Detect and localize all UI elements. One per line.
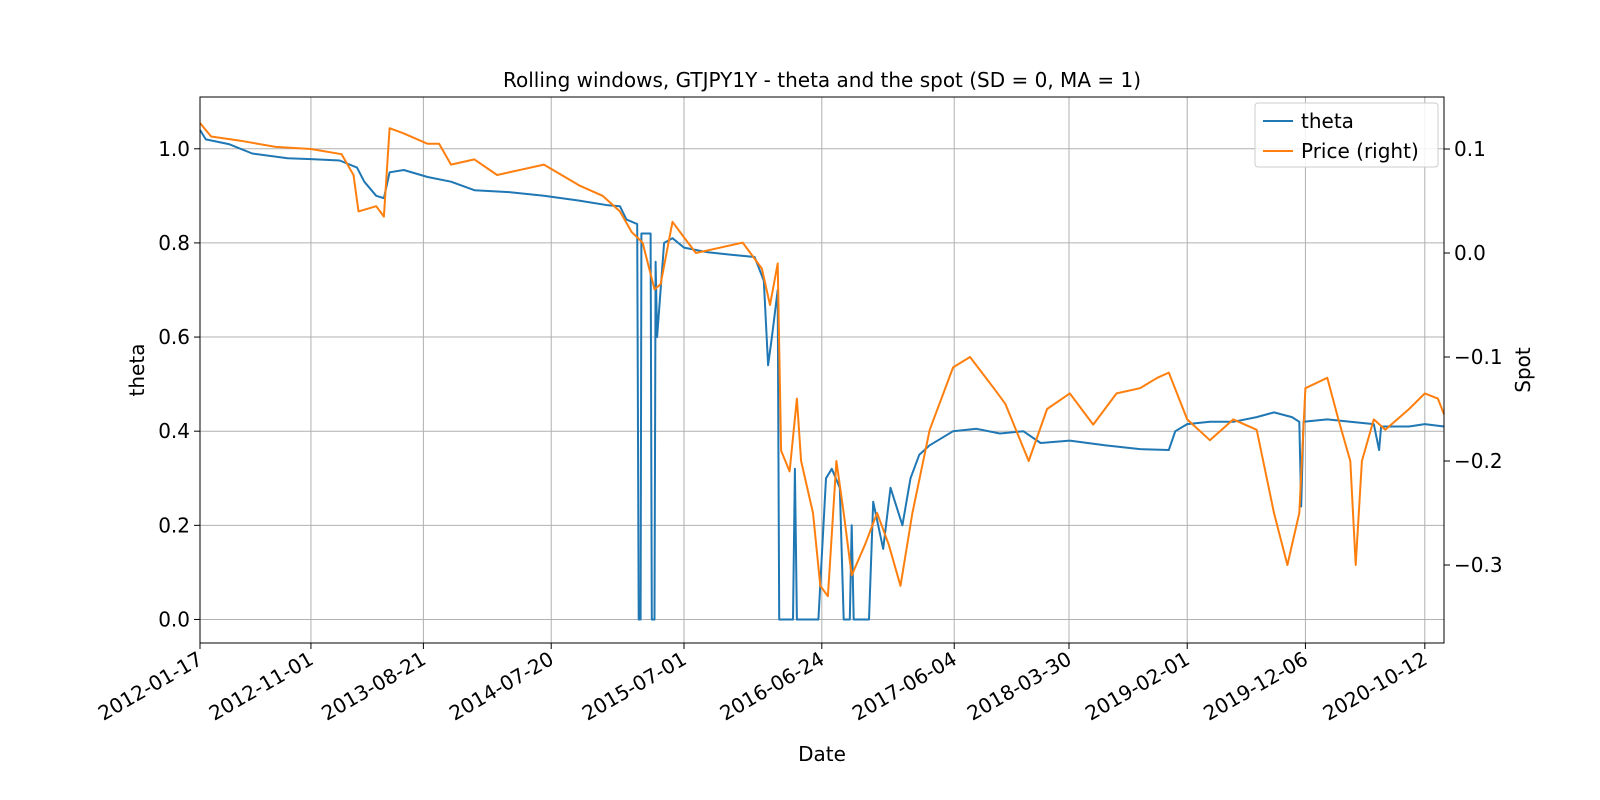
x-axis-title: Date <box>798 742 846 766</box>
y-tick-label-right: −0.2 <box>1454 449 1503 473</box>
y-tick-label-right: 0.1 <box>1454 137 1486 161</box>
y-tick-label-left: 1.0 <box>158 137 190 161</box>
legend-box <box>1254 102 1439 168</box>
y-axis-title-left: theta <box>125 344 149 397</box>
y-tick-label-right: −0.3 <box>1454 553 1503 577</box>
legend-label-price: Price (right) <box>1301 139 1419 163</box>
y-tick-label-left: 0.4 <box>158 419 190 443</box>
y-tick-label-left: 0.0 <box>158 607 190 631</box>
grid-lines <box>199 97 1444 643</box>
y-tick-label-right: 0.0 <box>1454 241 1486 265</box>
chart-title: Rolling windows, GTJPY1Y - theta and the… <box>503 68 1141 92</box>
y-tick-label-left: 0.8 <box>158 231 190 255</box>
legend: theta Price (right) <box>1254 102 1439 168</box>
series-line-theta <box>199 129 1445 621</box>
y-tick-label-right: −0.1 <box>1454 345 1503 369</box>
series-line-price <box>199 122 1445 598</box>
y-tick-label-left: 0.2 <box>158 513 190 537</box>
y-axis-title-right: Spot <box>1511 347 1535 393</box>
plot-series <box>199 122 1445 621</box>
legend-label-theta: theta <box>1301 109 1354 133</box>
y-tick-label-left: 0.6 <box>158 325 190 349</box>
